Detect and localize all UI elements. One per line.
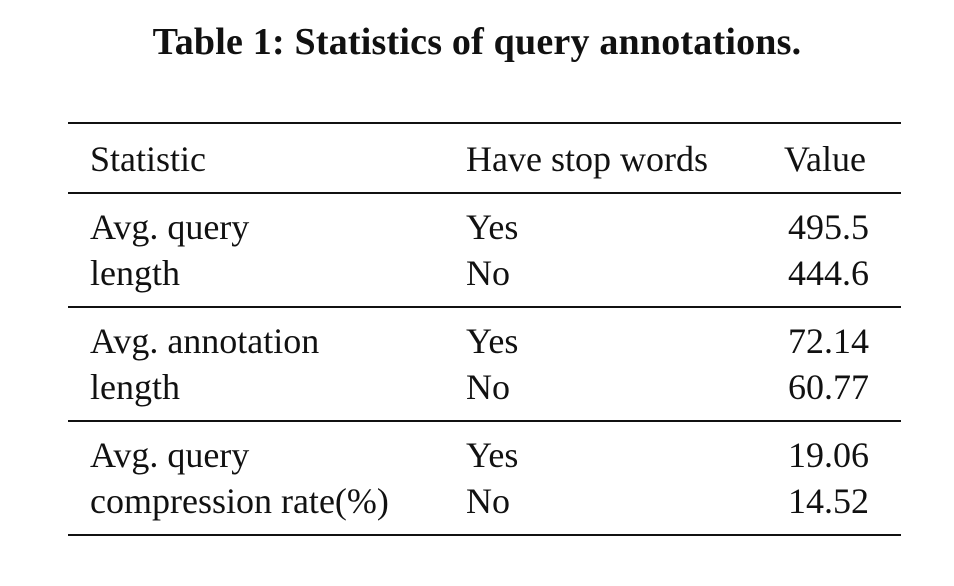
value-cell: 495.5 [788, 207, 869, 247]
value-cell: 19.06 [788, 435, 869, 475]
stop-words-cell: No [466, 481, 510, 521]
statistic-label-line1: Avg. annotation [90, 321, 320, 361]
statistic-label-line1: Avg. query [90, 207, 250, 247]
table-row: Avg. query Yes 19.06 [68, 421, 901, 478]
table-row: length No 444.6 [68, 250, 901, 307]
header-statistic: Statistic [90, 139, 206, 179]
table-header: Statistic Have stop words Value [68, 123, 901, 193]
table-row: Avg. annotation Yes 72.14 [68, 307, 901, 364]
statistic-label-line2: compression rate(%) [90, 481, 389, 521]
stop-words-cell: Yes [466, 207, 519, 247]
statistics-table-container: Statistic Have stop words Value Avg. que… [68, 122, 901, 536]
header-have-stop-words: Have stop words [466, 139, 708, 179]
value-cell: 60.77 [788, 367, 869, 407]
statistic-label-line2: length [90, 367, 180, 407]
stop-words-cell: Yes [466, 321, 519, 361]
group-avg-query-compression-rate: Avg. query Yes 19.06 compression rate(%)… [68, 421, 901, 535]
value-cell: 444.6 [788, 253, 869, 293]
header-row: Statistic Have stop words Value [68, 123, 901, 193]
value-cell: 14.52 [788, 481, 869, 521]
table-row: Avg. query Yes 495.5 [68, 193, 901, 250]
table-row: length No 60.77 [68, 364, 901, 421]
group-avg-query-length: Avg. query Yes 495.5 length No 444.6 [68, 193, 901, 307]
statistic-label-line1: Avg. query [90, 435, 250, 475]
statistic-label-line2: length [90, 253, 180, 293]
table-caption: Table 1: Statistics of query annotations… [152, 21, 802, 63]
stop-words-cell: No [466, 367, 510, 407]
value-cell: 72.14 [788, 321, 869, 361]
stop-words-cell: No [466, 253, 510, 293]
table-row: compression rate(%) No 14.52 [68, 478, 901, 535]
statistics-table: Statistic Have stop words Value Avg. que… [68, 122, 901, 536]
header-value: Value [784, 139, 866, 179]
group-avg-annotation-length: Avg. annotation Yes 72.14 length No 60.7… [68, 307, 901, 421]
stop-words-cell: Yes [466, 435, 519, 475]
